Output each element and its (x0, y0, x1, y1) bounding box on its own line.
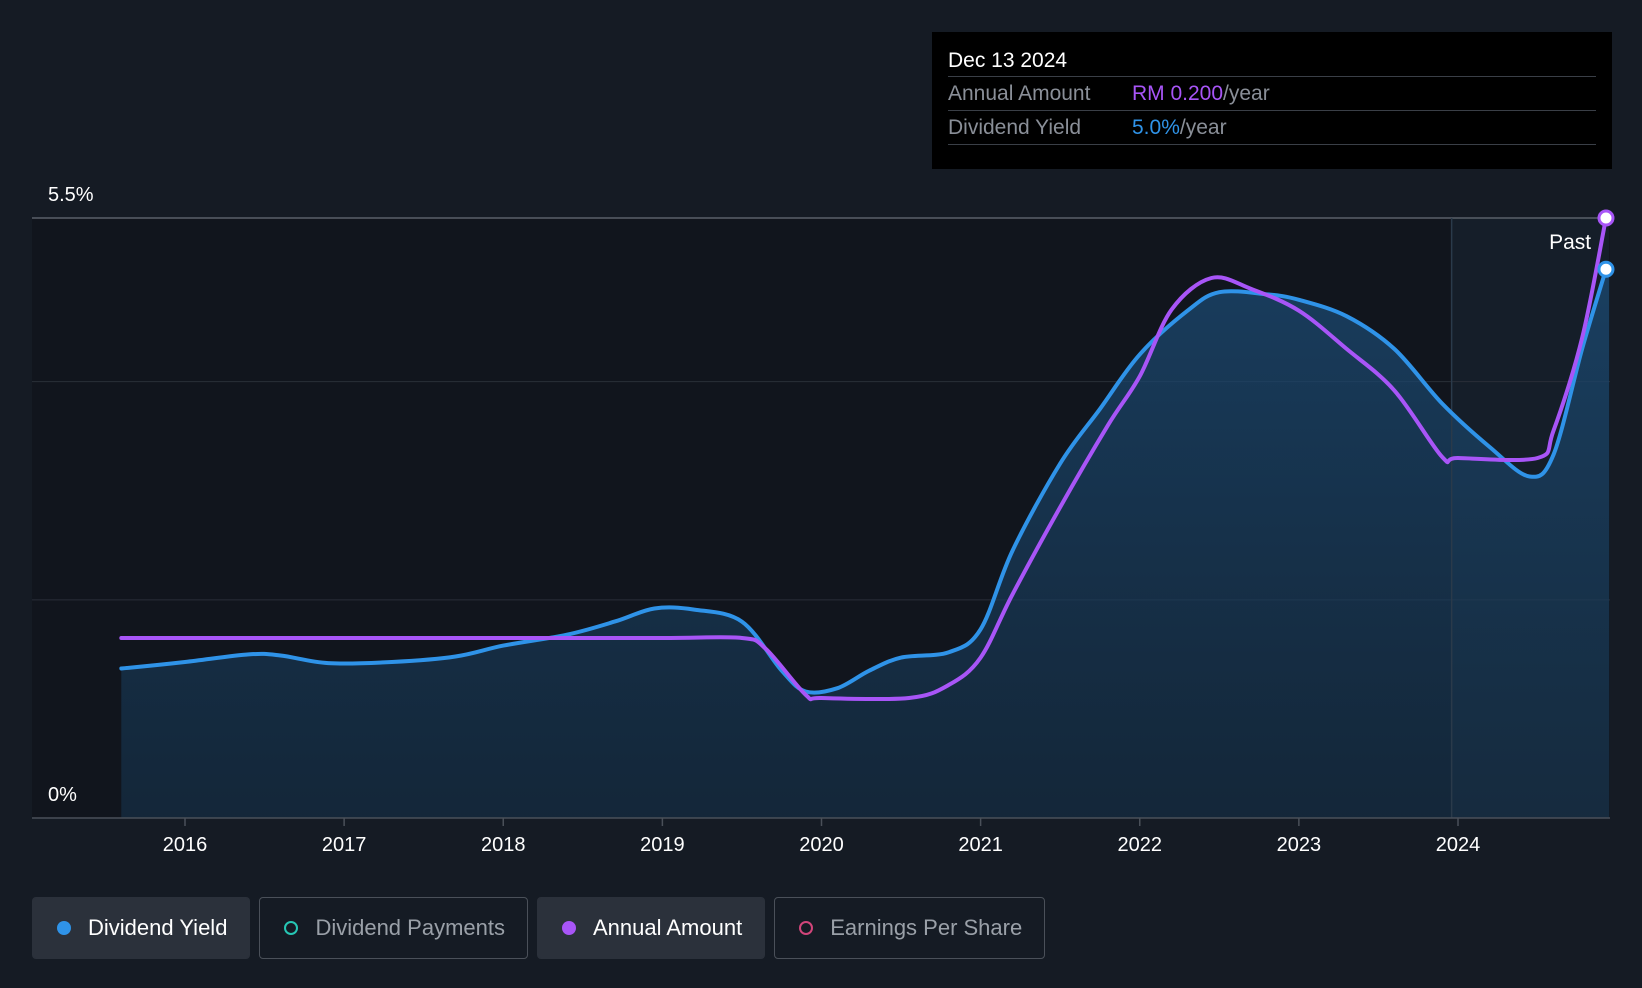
annual-amount-marker[interactable] (1597, 209, 1615, 227)
x-tick-label: 2024 (1436, 834, 1481, 856)
legend-label: Dividend Yield (88, 915, 228, 940)
dividend-yield-area (121, 269, 1610, 818)
x-tick-label: 2020 (799, 834, 844, 856)
annual-amount-dot-icon (561, 921, 576, 935)
dividend-yield-line (119, 267, 1608, 695)
x-tick-label: 2022 (1118, 834, 1163, 856)
legend-annual-amount[interactable]: Annual Amount (536, 897, 766, 959)
tooltip-unit: /year (1223, 82, 1270, 105)
legend-earnings-per-share[interactable]: Earnings Per Share (774, 897, 1046, 959)
x-tick-label: 2016 (163, 834, 208, 856)
legend-label: Dividend Payments (315, 915, 505, 940)
tooltip-row-dividend-yield: Dividend Yield 5.0% /year (948, 111, 1596, 145)
annual-amount-line (119, 216, 1608, 702)
legend-label: Annual Amount (592, 915, 743, 940)
dividend-payments-ring-icon (284, 921, 299, 935)
legend: Dividend Yield Dividend Payments Annual … (32, 897, 1046, 959)
dividend-chart: 5.5% 0% Past 2016 2017 2018 2019 2020 2021 202… (32, 184, 1615, 856)
tooltip-label: Dividend Yield (948, 116, 1082, 139)
tooltip-value: RM 0.200 (1132, 82, 1224, 105)
x-tick-label: 2017 (322, 834, 367, 856)
tooltip-label: Annual Amount (948, 82, 1091, 105)
x-tick-label: 2018 (481, 834, 526, 856)
tooltip-row-annual-amount: Annual Amount RM 0.200 /year (948, 77, 1596, 111)
tooltip-unit: /year (1179, 116, 1227, 139)
tooltip-date: Dec 13 2024 (948, 46, 1596, 77)
legend-dividend-yield[interactable]: Dividend Yield (32, 897, 251, 959)
legend-dividend-payments[interactable]: Dividend Payments (259, 897, 528, 959)
past-label: Past (1549, 231, 1591, 254)
dividend-yield-dot-icon (57, 921, 71, 935)
dividend-yield-marker[interactable] (1597, 260, 1615, 278)
y-axis-bottom-label: 0% (48, 784, 77, 806)
x-tick-label: 2019 (640, 834, 685, 856)
tooltip: Dec 13 2024 Annual Amount RM 0.200 /year… (932, 32, 1612, 169)
y-axis-top-label: 5.5% (48, 184, 94, 206)
earnings-per-share-ring-icon (799, 921, 814, 935)
x-tick-label: 2023 (1277, 834, 1322, 856)
x-tick-label: 2021 (958, 834, 1003, 856)
tooltip-value: 5.0% (1132, 116, 1180, 139)
legend-label: Earnings Per Share (830, 915, 1023, 940)
